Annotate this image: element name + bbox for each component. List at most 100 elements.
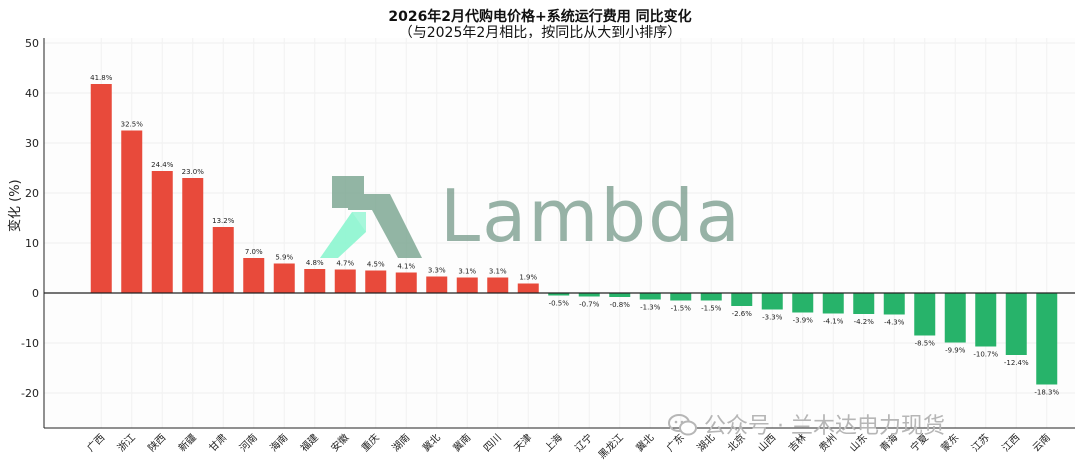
bar bbox=[822, 293, 844, 314]
data-label: 13.2% bbox=[212, 217, 235, 225]
lambda-watermark: Lambda bbox=[318, 172, 740, 262]
lambda-watermark-text: Lambda bbox=[440, 174, 742, 258]
data-label: 24.4% bbox=[151, 161, 174, 169]
data-labels: 41.8% 32.5% 24.4% 23.0% 13.2% 7.0% 5.9% 4.8% 4.7… bbox=[90, 74, 1059, 397]
x-tick-label: 陕西 bbox=[145, 431, 168, 454]
bar bbox=[548, 293, 570, 296]
data-label: 4.7% bbox=[336, 260, 354, 268]
data-label: 4.1% bbox=[397, 263, 415, 271]
y-tick-label: 40 bbox=[25, 87, 39, 100]
data-label: 1.9% bbox=[519, 274, 537, 282]
chart-title-line1: 2026年2月代购电价格+系统运行费用 同比变化 bbox=[388, 9, 692, 25]
data-label: -0.7% bbox=[579, 301, 600, 309]
data-label: 5.9% bbox=[275, 254, 293, 262]
data-label: -12.4% bbox=[1004, 359, 1029, 367]
data-label: 32.5% bbox=[121, 121, 144, 129]
bar bbox=[90, 84, 112, 293]
bar bbox=[304, 269, 326, 293]
x-tick-label: 河南 bbox=[237, 431, 260, 454]
footer-text: 公众号 · 兰木达电力现货 bbox=[704, 414, 945, 439]
data-label: -9.9% bbox=[945, 347, 966, 355]
bar bbox=[609, 293, 631, 297]
data-label: -3.3% bbox=[762, 314, 783, 322]
axes bbox=[43, 38, 1075, 429]
data-label: 3.1% bbox=[489, 268, 507, 276]
bar bbox=[883, 293, 905, 315]
data-label: -4.1% bbox=[823, 318, 844, 326]
x-tick-label: 天津 bbox=[512, 432, 535, 455]
data-label: 3.1% bbox=[458, 268, 476, 276]
bar bbox=[273, 263, 295, 293]
x-tick-label: 新疆 bbox=[176, 431, 199, 454]
x-tick-label: 冀北 bbox=[633, 431, 656, 454]
bar bbox=[853, 293, 875, 314]
data-label: -1.3% bbox=[640, 304, 661, 312]
wechat-icon bbox=[668, 414, 697, 436]
bar bbox=[395, 272, 417, 293]
bar bbox=[487, 277, 509, 293]
data-label: -4.2% bbox=[854, 318, 875, 326]
data-label: -0.5% bbox=[549, 300, 570, 308]
data-label: -1.5% bbox=[671, 305, 692, 313]
bar bbox=[792, 293, 814, 313]
x-tick-label: 黑龙江 bbox=[595, 431, 625, 461]
data-label: 7.0% bbox=[245, 248, 263, 256]
y-tick-label: 50 bbox=[25, 37, 39, 50]
data-label: -18.3% bbox=[1034, 389, 1059, 397]
data-label: -8.5% bbox=[915, 340, 936, 348]
data-label: -4.3% bbox=[884, 319, 905, 327]
x-tick-label: 云南 bbox=[1030, 431, 1053, 454]
y-tick-label: 10 bbox=[25, 237, 39, 250]
x-tick-label: 上海 bbox=[542, 431, 565, 454]
y-tick-label: 0 bbox=[32, 287, 39, 300]
lambda-logo-icon bbox=[320, 176, 422, 258]
data-label: 4.5% bbox=[367, 261, 385, 269]
bar bbox=[914, 293, 936, 336]
x-tick-label: 江西 bbox=[1000, 432, 1023, 455]
bar bbox=[1005, 293, 1027, 355]
bar bbox=[334, 269, 356, 293]
x-tick-label: 海南 bbox=[267, 431, 290, 454]
bar bbox=[578, 293, 600, 297]
y-tick-label: -20 bbox=[21, 387, 39, 400]
y-tick-label: -10 bbox=[21, 337, 39, 350]
data-label: -1.5% bbox=[701, 305, 722, 313]
bar bbox=[975, 293, 997, 347]
data-label: 23.0% bbox=[182, 168, 205, 176]
bar bbox=[670, 293, 692, 301]
x-tick-label: 广西 bbox=[85, 432, 108, 455]
data-label: 41.8% bbox=[90, 74, 113, 82]
x-tick-label: 重庆 bbox=[359, 431, 382, 454]
bar bbox=[365, 270, 387, 293]
chart-title-line2: （与2025年2月相比，按同比从大到小排序） bbox=[398, 25, 682, 41]
x-tick-label: 浙江 bbox=[115, 432, 138, 455]
x-tick-label: 福建 bbox=[298, 431, 321, 454]
data-label: -10.7% bbox=[973, 351, 998, 359]
x-tick-label: 安徽 bbox=[328, 431, 351, 454]
bars bbox=[90, 84, 1058, 385]
bar bbox=[731, 293, 753, 306]
bar bbox=[182, 178, 204, 293]
x-tick-label: 湖南 bbox=[389, 431, 412, 454]
bar bbox=[944, 293, 966, 343]
bar bbox=[151, 171, 173, 293]
footer-watermark: 公众号 · 兰木达电力现货 bbox=[668, 408, 945, 440]
bar bbox=[121, 130, 143, 293]
x-tick-label: 江苏 bbox=[969, 431, 992, 454]
bar bbox=[1036, 293, 1058, 385]
x-tick-label: 四川 bbox=[482, 432, 504, 454]
bar bbox=[456, 277, 478, 293]
data-label: -2.6% bbox=[732, 310, 753, 318]
bar bbox=[243, 258, 265, 293]
bar bbox=[639, 293, 661, 300]
y-tick-label: 20 bbox=[25, 187, 39, 200]
data-label: -0.8% bbox=[610, 301, 631, 309]
bar bbox=[426, 276, 448, 293]
y-tick-label: 30 bbox=[25, 137, 39, 150]
bar bbox=[212, 227, 234, 293]
data-label: -3.9% bbox=[793, 317, 814, 325]
x-tick-label: 甘肃 bbox=[206, 431, 229, 454]
bar bbox=[761, 293, 783, 310]
x-tick-label: 辽宁 bbox=[572, 431, 595, 454]
data-label: 3.3% bbox=[428, 267, 446, 275]
